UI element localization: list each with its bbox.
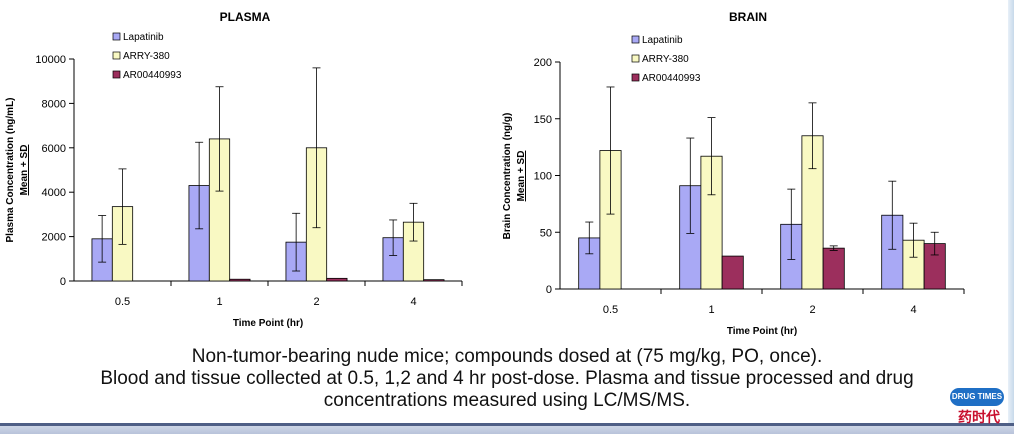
brain-bar-ar00440993-1 <box>721 255 744 290</box>
slide-edge-decoration <box>1008 0 1014 426</box>
plasma-legend-entry: AR00440993 <box>112 70 182 81</box>
brain-legend-label: ARRY-380 <box>642 54 689 65</box>
footer-band <box>0 426 1014 434</box>
plasma-error-bar-arry-380-2 <box>312 67 321 229</box>
plasma-y-axis-label: Plasma Concentration (ng/mL) <box>5 97 16 242</box>
brain-legend-label: AR00440993 <box>642 73 701 84</box>
brain-error-bar-ar00440993-4 <box>930 231 939 256</box>
brain-error-bar-ar00440993-2 <box>829 245 838 251</box>
brain-chart-title: BRAIN <box>729 10 767 24</box>
plasma-error-bar-lapatinib-4 <box>389 219 398 256</box>
caption-line-1: Non-tumor-bearing nude mice; compounds d… <box>191 346 823 367</box>
plasma-legend-swatch <box>112 70 121 79</box>
plasma-y-tick-label: 6000 <box>42 143 66 155</box>
plasma-y-tick-label: 2000 <box>42 232 66 244</box>
brain-y-tick-label: 150 <box>534 114 552 126</box>
plasma-y-tick-label: 8000 <box>42 98 66 110</box>
brain-y-tick-label: 50 <box>540 227 552 239</box>
plasma-error-bar-arry-380-0.5 <box>118 168 127 245</box>
brain-error-bar-arry-380-2 <box>808 102 817 170</box>
brain-x-tick-label: 4 <box>910 304 916 316</box>
brain-y-axis-sublabel: Mean + SD <box>516 151 527 202</box>
watermark-chinese-text: 药时代 <box>958 410 1000 426</box>
brain-legend-entry: ARRY-380 <box>631 54 689 65</box>
brain-legend-swatch <box>631 54 640 63</box>
brain-legend-label: Lapatinib <box>642 35 683 46</box>
plasma-error-bar-arry-380-4 <box>409 202 418 242</box>
watermark-badge: DRUG TIMES <box>950 388 1004 406</box>
plasma-chart: PLASMA 0 2000 4000 6000 8000 10000 0.5 1 2 4 Plasma… <box>5 10 463 329</box>
caption-line-3: concentrations measured using LC/MS/MS. <box>323 390 691 411</box>
plasma-y-tick-label: 10000 <box>35 54 66 66</box>
plasma-error-bar-lapatinib-0.5 <box>98 215 107 263</box>
plasma-x-tick-label: 0.5 <box>115 296 130 308</box>
brain-x-axis-label: Time Point (hr) <box>727 326 797 337</box>
plasma-y-axis-sublabel: Mean + SD <box>19 145 30 196</box>
brain-x-tick-label: 1 <box>708 304 714 316</box>
brain-error-bar-lapatinib-2 <box>787 188 796 260</box>
plasma-legend-swatch <box>112 32 121 41</box>
plasma-x-axis-label: Time Point (hr) <box>233 318 303 329</box>
brain-error-bar-arry-380-0.5 <box>606 86 615 215</box>
plasma-legend-entry: ARRY-380 <box>112 51 170 62</box>
plasma-bar-ar00440993-2 <box>326 277 348 282</box>
plasma-error-bar-lapatinib-1 <box>195 141 204 230</box>
plasma-bar-ar00440993-1 <box>229 278 251 282</box>
brain-error-bar-lapatinib-0.5 <box>585 221 594 255</box>
plasma-y-tick-label: 4000 <box>42 187 66 199</box>
brain-y-axis-label: Brain Concentration (ng/g) <box>502 113 513 240</box>
footer-band-line <box>0 423 1014 426</box>
brain-legend-swatch <box>631 73 640 82</box>
plasma-legend-label: Lapatinib <box>123 32 164 43</box>
brain-bar-ar00440993-2 <box>822 247 845 290</box>
plasma-legend-label: ARRY-380 <box>123 51 170 62</box>
plasma-x-tick-label: 1 <box>216 296 222 308</box>
brain-error-bar-lapatinib-4 <box>888 180 897 250</box>
brain-error-bar-lapatinib-1 <box>686 137 695 234</box>
brain-y-tick-label: 0 <box>546 284 552 296</box>
brain-chart: BRAIN 0 50 100 150 200 0.5 1 2 4 Brain Concentrati… <box>502 10 965 337</box>
caption-line-2: Blood and tissue collected at 0.5, 1,2 a… <box>100 368 914 389</box>
brain-error-bar-arry-380-1 <box>707 117 716 196</box>
brain-y-tick-label: 200 <box>534 57 552 69</box>
brain-y-tick-label: 100 <box>534 171 552 183</box>
brain-legend-entry: AR00440993 <box>631 73 701 84</box>
plasma-error-bar-arry-380-1 <box>215 86 224 192</box>
plasma-legend-swatch <box>112 51 121 60</box>
brain-legend-swatch <box>631 35 640 44</box>
plasma-x-tick-label: 4 <box>410 296 416 308</box>
plasma-chart-title: PLASMA <box>220 10 271 24</box>
brain-error-bar-arry-380-4 <box>909 222 918 258</box>
watermark-logo: DRUG TIMES 药时代 <box>944 388 1014 426</box>
brain-x-tick-label: 0.5 <box>603 304 618 316</box>
plasma-error-bar-lapatinib-2 <box>292 212 301 272</box>
plasma-x-tick-label: 2 <box>313 296 319 308</box>
brain-x-tick-label: 2 <box>809 304 815 316</box>
plasma-legend-label: AR00440993 <box>123 70 182 81</box>
caption: Non-tumor-bearing nude mice; compounds d… <box>0 346 1014 412</box>
brain-legend-entry: Lapatinib <box>631 35 683 46</box>
plasma-y-tick-label: 0 <box>60 276 66 288</box>
plasma-bar-ar00440993-4 <box>423 279 445 282</box>
plasma-legend-entry: Lapatinib <box>112 32 164 43</box>
